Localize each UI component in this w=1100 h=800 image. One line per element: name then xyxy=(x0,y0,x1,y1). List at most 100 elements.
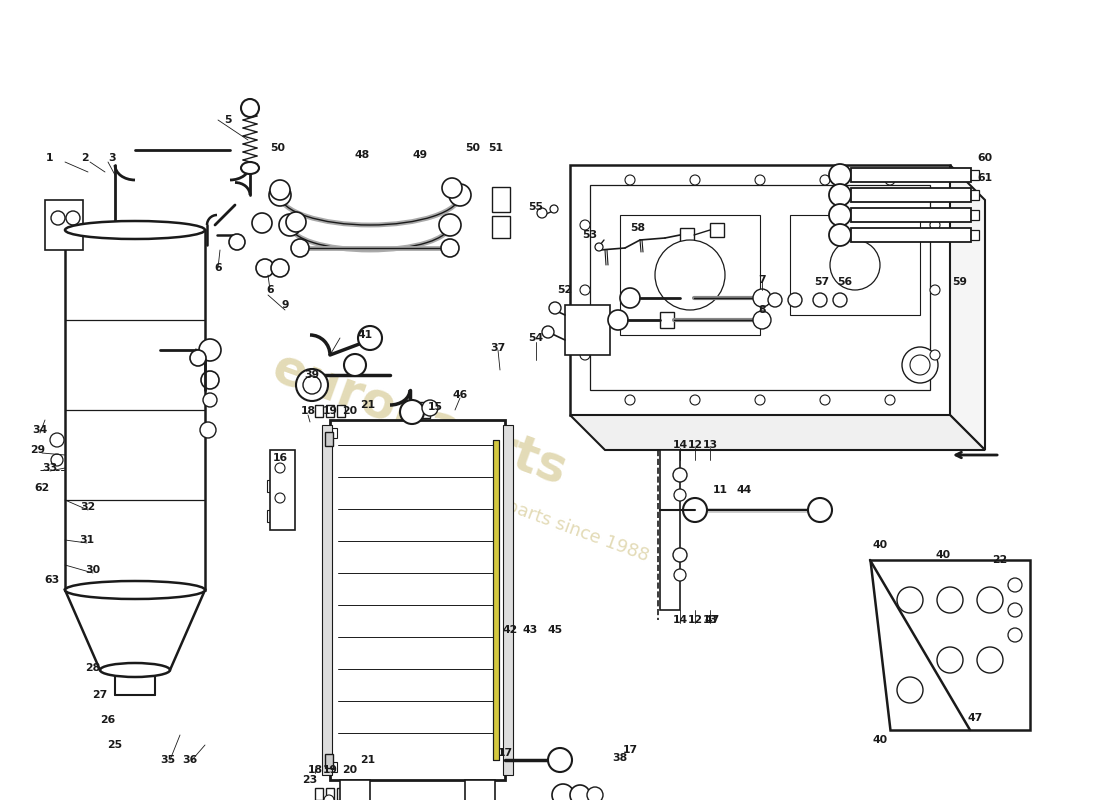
Circle shape xyxy=(829,164,851,186)
Circle shape xyxy=(910,355,930,375)
Circle shape xyxy=(808,498,832,522)
Text: 50: 50 xyxy=(465,143,481,153)
Circle shape xyxy=(1008,603,1022,617)
Text: 13: 13 xyxy=(703,615,717,625)
Circle shape xyxy=(830,240,880,290)
Circle shape xyxy=(674,569,686,581)
Circle shape xyxy=(690,395,700,405)
Circle shape xyxy=(829,184,851,206)
Circle shape xyxy=(50,433,64,447)
Text: 6: 6 xyxy=(214,263,222,273)
Text: 17: 17 xyxy=(623,745,638,755)
Bar xyxy=(851,188,971,202)
Bar xyxy=(322,425,332,775)
Text: 47: 47 xyxy=(704,615,719,625)
Circle shape xyxy=(896,587,923,613)
Circle shape xyxy=(439,214,461,236)
Circle shape xyxy=(813,293,827,307)
Circle shape xyxy=(51,211,65,225)
Text: 19: 19 xyxy=(322,406,338,416)
Text: 51: 51 xyxy=(488,143,504,153)
Circle shape xyxy=(754,311,771,329)
Bar xyxy=(267,480,275,492)
Polygon shape xyxy=(570,165,950,415)
Circle shape xyxy=(886,395,895,405)
Circle shape xyxy=(296,369,328,401)
Text: 62: 62 xyxy=(34,483,50,493)
Bar xyxy=(565,305,610,355)
Text: 56: 56 xyxy=(837,277,852,287)
Polygon shape xyxy=(570,415,984,450)
Bar xyxy=(680,228,694,242)
Circle shape xyxy=(344,354,366,376)
Text: 28: 28 xyxy=(86,663,100,673)
Bar xyxy=(315,405,323,417)
Circle shape xyxy=(820,395,830,405)
Text: 63: 63 xyxy=(44,575,59,585)
Text: 26: 26 xyxy=(100,715,116,725)
Text: europaarts: europaarts xyxy=(266,344,574,496)
Text: 25: 25 xyxy=(108,740,122,750)
Text: 32: 32 xyxy=(80,502,96,512)
Text: 58: 58 xyxy=(630,223,646,233)
Circle shape xyxy=(1008,578,1022,592)
Text: 40: 40 xyxy=(872,540,888,550)
Bar xyxy=(493,440,499,760)
Text: 57: 57 xyxy=(814,277,829,287)
Circle shape xyxy=(930,350,940,360)
Bar xyxy=(332,428,337,438)
Text: 9: 9 xyxy=(282,300,288,310)
Text: 33: 33 xyxy=(43,463,57,473)
Circle shape xyxy=(51,454,63,466)
Text: 52: 52 xyxy=(558,285,573,295)
Text: 50: 50 xyxy=(271,143,286,153)
Text: 35: 35 xyxy=(161,755,176,765)
Circle shape xyxy=(400,400,424,424)
Circle shape xyxy=(683,498,707,522)
Circle shape xyxy=(937,587,962,613)
Text: 55: 55 xyxy=(528,202,543,212)
Polygon shape xyxy=(950,165,984,450)
Text: 7: 7 xyxy=(758,275,766,285)
Text: 38: 38 xyxy=(613,753,628,763)
Bar xyxy=(492,216,510,238)
Bar xyxy=(492,187,510,212)
Text: 53: 53 xyxy=(582,230,597,240)
Circle shape xyxy=(930,220,940,230)
Text: 36: 36 xyxy=(183,755,198,765)
Circle shape xyxy=(229,234,245,250)
Ellipse shape xyxy=(65,581,205,599)
Circle shape xyxy=(833,293,847,307)
Text: 12: 12 xyxy=(688,440,703,450)
Text: 54: 54 xyxy=(528,333,543,343)
Bar xyxy=(326,405,334,417)
Circle shape xyxy=(275,493,285,503)
Circle shape xyxy=(201,371,219,389)
Text: 17: 17 xyxy=(497,748,513,758)
Text: 6: 6 xyxy=(266,285,274,295)
Circle shape xyxy=(902,347,938,383)
Bar xyxy=(590,185,930,390)
Circle shape xyxy=(673,548,688,562)
Text: 16: 16 xyxy=(273,453,287,463)
Circle shape xyxy=(324,795,334,800)
Circle shape xyxy=(537,208,547,218)
Circle shape xyxy=(587,787,603,800)
Circle shape xyxy=(580,350,590,360)
Circle shape xyxy=(788,293,802,307)
Text: 60: 60 xyxy=(978,153,992,163)
Bar xyxy=(680,290,694,306)
Text: 47: 47 xyxy=(967,713,982,723)
Bar xyxy=(326,788,334,800)
Circle shape xyxy=(977,587,1003,613)
Circle shape xyxy=(442,178,462,198)
Bar xyxy=(660,312,674,328)
Circle shape xyxy=(937,647,962,673)
Text: 18: 18 xyxy=(300,406,316,416)
Text: 27: 27 xyxy=(92,690,108,700)
Circle shape xyxy=(256,259,274,277)
Bar xyxy=(337,788,345,800)
Text: 15: 15 xyxy=(428,402,442,412)
Circle shape xyxy=(755,395,764,405)
Circle shape xyxy=(279,214,301,236)
